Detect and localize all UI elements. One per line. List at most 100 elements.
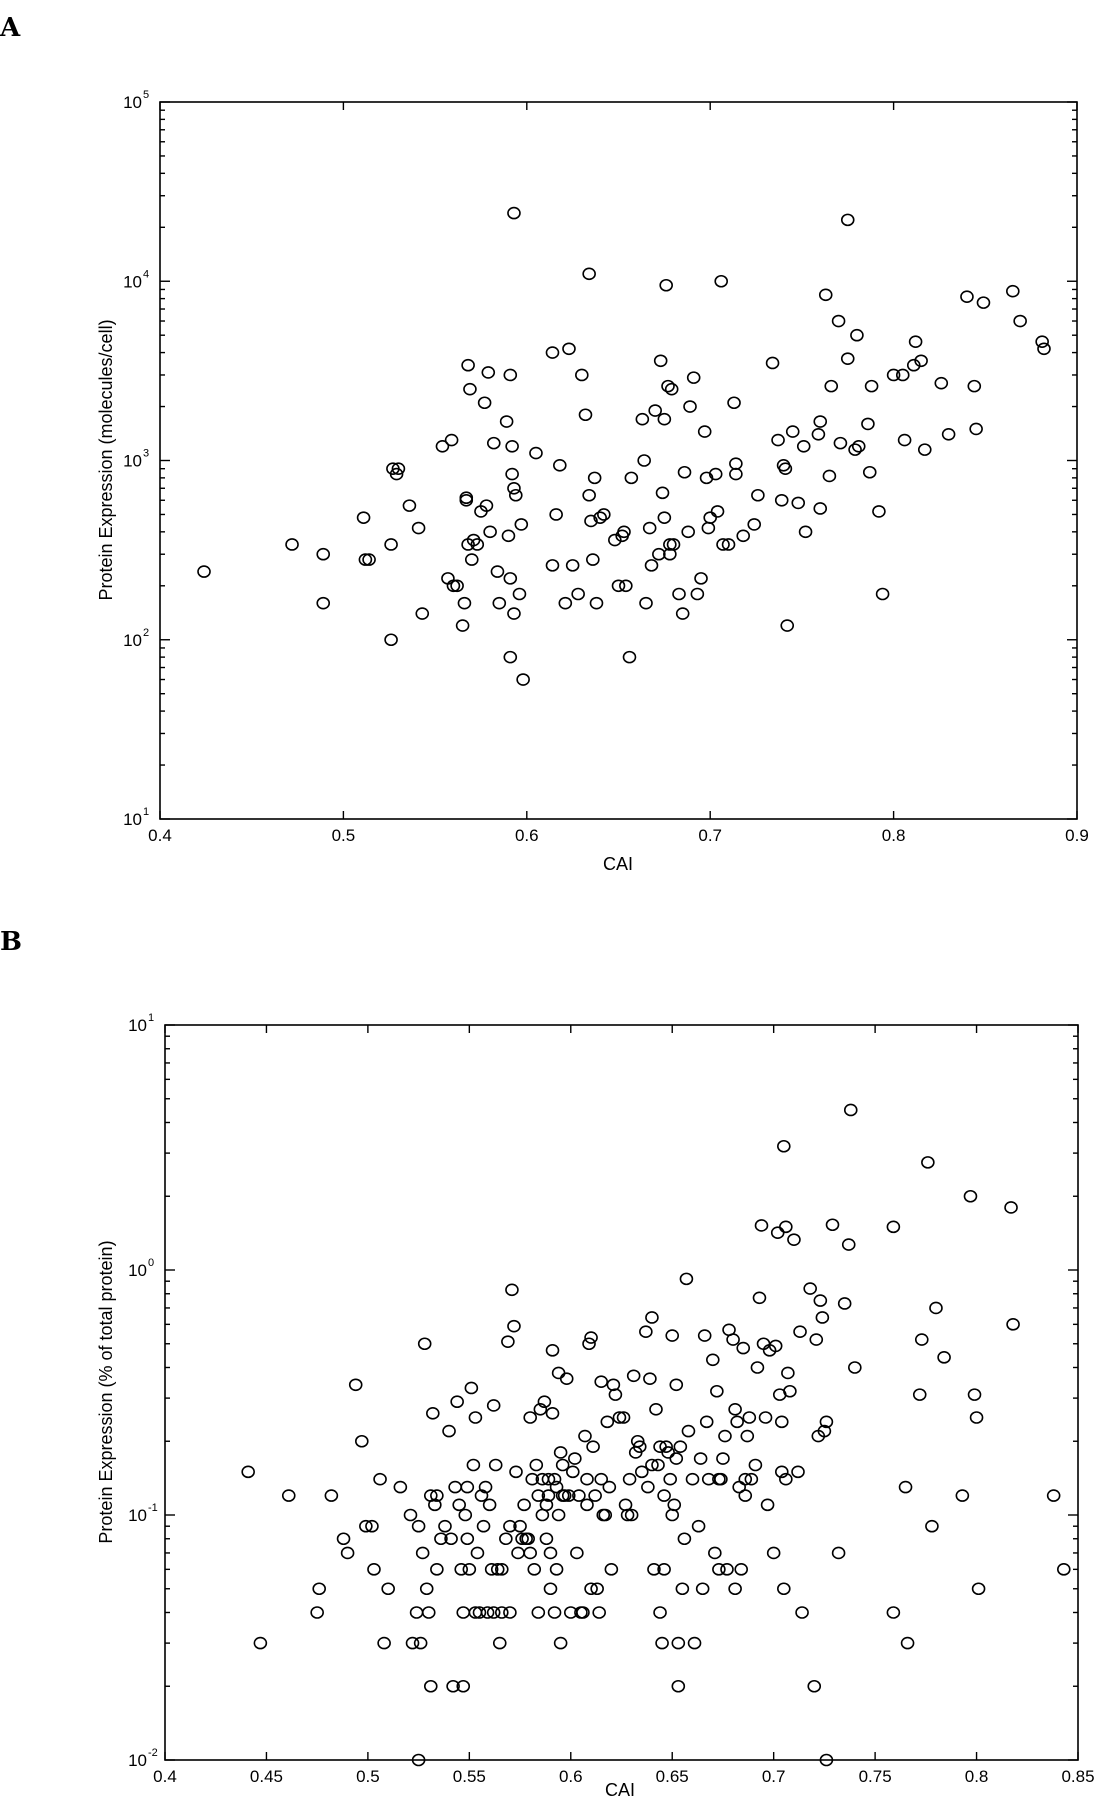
panel-a-y-tick-base: 10 (123, 631, 142, 650)
panel-b-data-point (708, 1546, 722, 1560)
panel-b-data-point (559, 1372, 574, 1386)
panel-a-data-point (571, 587, 585, 601)
panel-a-data-point (751, 488, 765, 502)
panel-b-data-point (478, 1480, 493, 1494)
panel-b-data-point (355, 1434, 369, 1448)
panel-a-data-point (778, 462, 793, 476)
panel-b-data-point (480, 1606, 495, 1619)
panel-b-data-point (710, 1384, 724, 1398)
panel-b-data-point (929, 1301, 943, 1315)
panel-b-data-point (482, 1498, 497, 1512)
panel-a-data-point (575, 368, 589, 382)
panel-b-ticks (164, 1024, 1079, 1761)
panel-b-data-point (604, 1563, 619, 1576)
panel-a-data-point (824, 379, 839, 393)
panel-b-data-point (742, 1411, 757, 1424)
panel-b-data-point (584, 1331, 598, 1344)
panel-a-data-point (831, 314, 846, 328)
panel-a-data-point (507, 607, 521, 620)
panel-a-data-point (895, 368, 910, 382)
panel-a-data-point (565, 559, 580, 572)
panel-a-data-point (624, 471, 639, 485)
panel-b-data-point (444, 1532, 458, 1546)
panel-b-data-point (626, 1369, 641, 1383)
panel-b-data-point (580, 1472, 594, 1486)
panel-b-data-point (541, 1489, 556, 1502)
panel-a-data-point (886, 368, 901, 382)
panel-b-data-point (645, 1311, 659, 1324)
panel-a-y-tick-exponent: 5 (143, 89, 149, 101)
panel-b-data-point (531, 1606, 546, 1619)
panel-b-data-point (570, 1546, 584, 1560)
panel-b-data-point (937, 1351, 951, 1364)
panel-b-data-point (779, 1472, 793, 1486)
panel-b-data-point (462, 1563, 477, 1576)
panel-a-data-point (593, 511, 607, 524)
panel-a-letter: A (0, 13, 21, 43)
panel-b-data-point (669, 1452, 684, 1465)
panel-b-data-point (419, 1582, 434, 1596)
panel-b-y-tick-label: 10 0 (128, 1257, 154, 1280)
panel-b-data-point (777, 1582, 791, 1596)
panel-a-data-point (941, 428, 956, 441)
panel-a-data-point (694, 572, 708, 585)
panel-b-data-point (531, 1489, 546, 1502)
panel-b-data-point (348, 1378, 363, 1392)
panel-a-data-point (653, 354, 668, 368)
panel-a-ticks (159, 101, 1078, 820)
panel-b-data-point (671, 1636, 686, 1650)
panel-b-y-tick-base: 10 (128, 1506, 147, 1525)
panel-b-data-point (653, 1606, 667, 1619)
panel-b-data-point (549, 1563, 564, 1576)
panel-b-data-point (616, 1411, 631, 1424)
panel-a-data-point (505, 440, 519, 453)
panel-b: B 0.4 0.45 0.5 0.55 0.6 0.65 0.7 0.75 0.8 0.85 10… (0, 927, 1095, 1800)
panel-a-data-point (780, 619, 795, 632)
panel-a-data-point (840, 352, 855, 365)
panel-a-data-point (553, 459, 567, 472)
panel-a-data-point (611, 579, 626, 593)
panel-a-data-point (681, 525, 695, 539)
panel-b-data-point (898, 1480, 913, 1494)
panel-a-x-axis-title: CAI (603, 854, 633, 874)
panel-b-data-point (525, 1472, 540, 1486)
panel-b-data-point (527, 1563, 542, 1576)
panel-b-data-point (505, 1283, 519, 1297)
panel-a-data-point (861, 417, 875, 431)
panel-a-data-point (586, 553, 600, 566)
panel-b-data-point (340, 1546, 355, 1560)
panel-a-data-point (503, 572, 518, 585)
panel-b-data-point (659, 1440, 673, 1454)
panel-b-data-point (547, 1472, 562, 1486)
panel-b-data-point (606, 1378, 621, 1392)
panel-a-data-point (597, 508, 611, 521)
panel-b-data-point (373, 1472, 387, 1486)
panel-b-data-point (428, 1498, 442, 1512)
panel-a-data-point (703, 511, 718, 524)
panel-a-data-point (683, 400, 697, 413)
panel-a-data-point (840, 213, 855, 227)
panel-a-data-point (635, 412, 650, 426)
panel-b-data-point (413, 1636, 428, 1650)
panel-b-data-point (758, 1411, 773, 1424)
panel-a-data-point (589, 596, 604, 610)
panel-b-data-point (716, 1452, 730, 1465)
panel-b-x-tick-labels: 0.4 0.45 0.5 0.55 0.6 0.65 0.7 0.75 0.8 0.85 (153, 1767, 1094, 1786)
panel-b-data-point (511, 1546, 525, 1560)
panel-a-data-point (648, 404, 662, 417)
panel-b-data-point (831, 1546, 846, 1560)
panel-b-x-tick-label: 0.5 (356, 1767, 380, 1786)
panel-b-data-point (632, 1440, 647, 1454)
panel-a-data-point (450, 579, 464, 593)
panel-a-data-point (444, 433, 459, 447)
panel-b-data-point (787, 1233, 801, 1246)
panel-a-data-point (285, 538, 299, 551)
panel-b-y-tick-base: 10 (128, 1751, 147, 1770)
panel-b-data-point (580, 1498, 594, 1512)
panel-b-data-point (612, 1411, 627, 1424)
panel-b-y-axis-title: Protein Expression (% of total protein) (96, 1240, 116, 1543)
panel-a-data-point (358, 553, 373, 566)
panel-b-data-point (748, 1458, 763, 1472)
panel-a-data-point (578, 408, 593, 422)
panel-b-data-point (740, 1429, 755, 1443)
